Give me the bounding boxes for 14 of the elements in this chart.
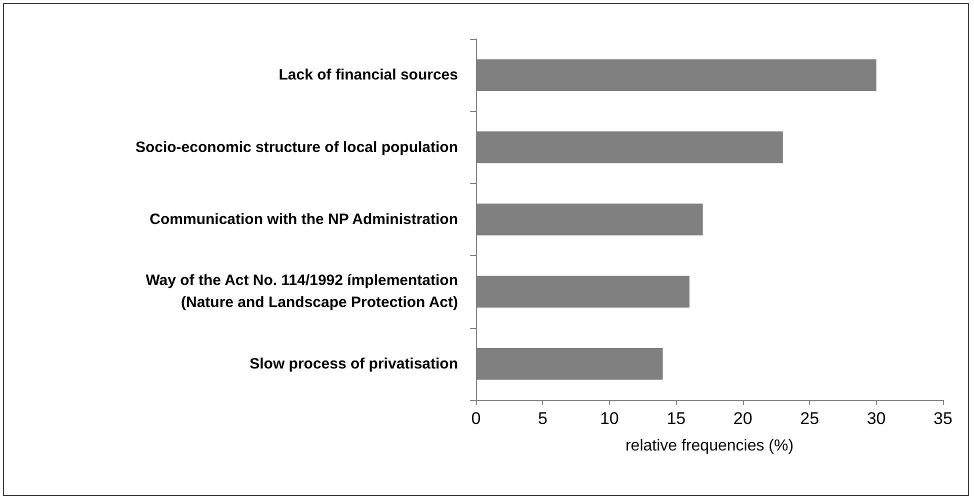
x-tick-label: 30: [866, 409, 886, 428]
y-tick-label: Communication with the NP Administration: [150, 211, 458, 228]
x-tick-label: 10: [600, 409, 619, 428]
y-tick-label: Lack of financial sources: [278, 66, 458, 84]
x-tick-label: 35: [934, 409, 952, 428]
x-axis-title: relative frequencies (%): [625, 438, 794, 454]
x-tick-label: 25: [800, 409, 820, 428]
x-tick-label: 20: [733, 409, 752, 428]
y-tick-label: Way of the Act No. 114/1992 ímplementation (Nature and Landscape Protection Act): [146, 272, 458, 312]
x-tick-label: 15: [666, 409, 686, 428]
x-tick-label: 0: [471, 409, 481, 428]
y-tick-label: Slow process of privatisation: [250, 355, 458, 372]
x-tick-label: 5: [538, 409, 548, 428]
y-tick-label: Socio-economic structure of local population: [135, 138, 458, 156]
